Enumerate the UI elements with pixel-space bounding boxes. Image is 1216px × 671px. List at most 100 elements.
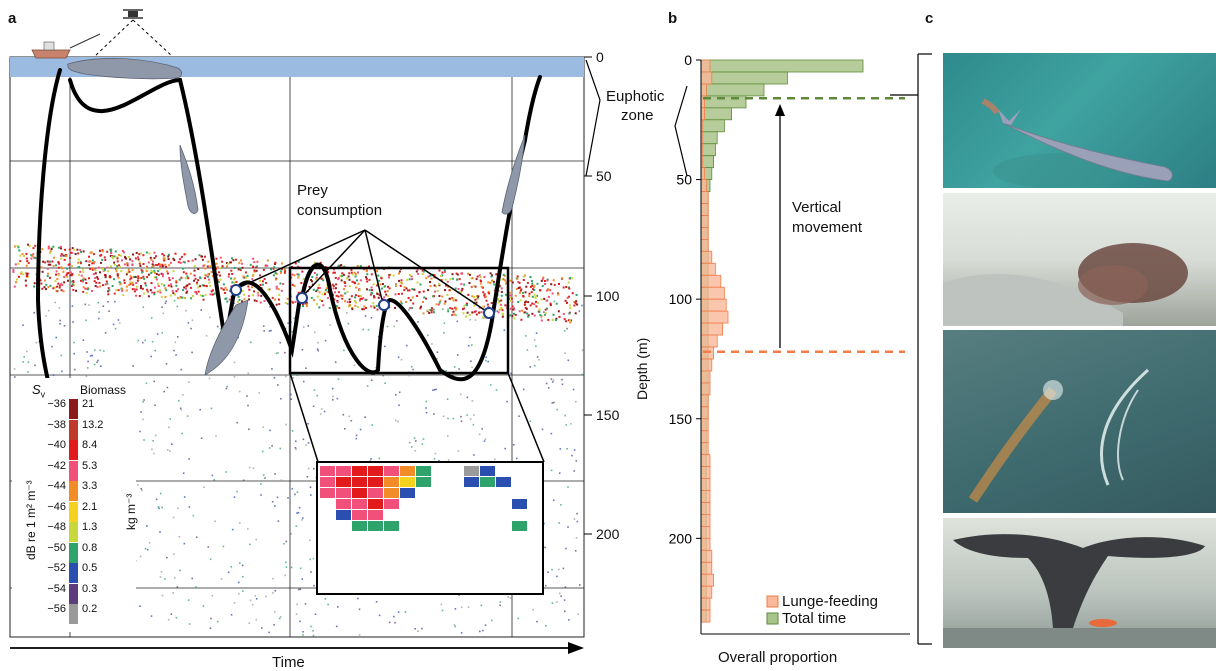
depth-tick-100: 100 (596, 288, 620, 304)
noise-speckle (398, 391, 401, 394)
prey-speckle (77, 261, 79, 264)
prey-speckle (361, 308, 364, 311)
noise-speckle (536, 356, 539, 358)
prey-speckle (56, 285, 58, 288)
prey-speckle (542, 276, 545, 279)
noise-speckle (550, 469, 553, 472)
noise-speckle (161, 306, 163, 308)
histogram-euphotic-brace (674, 85, 688, 177)
noise-speckle (469, 318, 471, 321)
prey-speckle (248, 288, 251, 291)
prey-speckle (60, 266, 63, 269)
noise-speckle (274, 505, 276, 507)
noise-speckle (355, 437, 358, 440)
lunge-feeding-bar (700, 358, 713, 372)
prey-speckle (218, 271, 221, 274)
noise-speckle (306, 476, 309, 478)
prey-speckle (171, 277, 174, 280)
noise-speckle (432, 389, 434, 391)
prey-speckle (313, 299, 315, 302)
noise-speckle (575, 303, 577, 305)
noise-speckle (561, 378, 563, 381)
prey-speckle (346, 277, 348, 280)
inset-cells (320, 466, 527, 531)
noise-speckle (72, 321, 74, 323)
prey-speckle (231, 257, 233, 260)
noise-speckle (483, 440, 486, 442)
prey-speckle (78, 273, 80, 276)
prey-speckle (462, 312, 465, 315)
biomass-value-label: 1.3 (82, 521, 98, 533)
prey-speckle (421, 273, 424, 275)
prey-speckle (532, 288, 534, 291)
prey-speckle (49, 250, 52, 253)
prey-speckle (243, 298, 246, 301)
noise-speckle (489, 384, 492, 386)
inset-cell (512, 521, 527, 531)
prey-speckle (162, 257, 165, 260)
noise-speckle (187, 599, 190, 601)
prey-speckle (509, 314, 512, 317)
prey-speckle (554, 319, 557, 322)
prey-speckle (184, 277, 187, 280)
biomass-value-label: 0.2 (82, 603, 98, 615)
prey-speckle (62, 290, 65, 293)
noise-speckle (512, 444, 515, 446)
prey-speckle (242, 276, 245, 279)
noise-speckle (302, 438, 305, 441)
prey-speckle (543, 280, 546, 282)
noise-speckle (499, 601, 502, 603)
prey-speckle (265, 281, 267, 284)
colorbar-swatch (69, 440, 78, 460)
prey-speckle (362, 297, 365, 300)
lunge-feeding-bar (700, 382, 711, 396)
prey-speckle (58, 284, 61, 287)
prey-speckle (347, 275, 350, 278)
noise-speckle (317, 341, 319, 344)
histogram-bars (700, 59, 864, 623)
noise-speckle (153, 452, 155, 455)
prey-speckle (226, 288, 228, 291)
noise-speckle (191, 319, 194, 322)
prey-speckle (481, 286, 484, 289)
prey-speckle (545, 307, 548, 310)
prey-speckle (409, 299, 412, 302)
prey-speckle (137, 275, 140, 278)
legend-lunge-swatch (766, 595, 779, 608)
noise-speckle (404, 611, 407, 613)
euphotic-brace (585, 59, 601, 177)
prey-speckle (111, 257, 114, 260)
prey-speckle (102, 268, 104, 270)
noise-speckle (466, 396, 469, 399)
prey-speckle (155, 255, 157, 258)
prey-speckle (182, 271, 185, 274)
legend-total-label: Total time (782, 610, 847, 627)
prey-speckle (416, 295, 419, 297)
prey-speckle (92, 262, 95, 265)
noise-speckle (255, 538, 257, 541)
prey-speckle (435, 303, 438, 306)
prey-speckle (64, 254, 67, 256)
prey-speckle (320, 277, 323, 280)
prey-speckle (514, 294, 517, 297)
prey-speckle (486, 303, 489, 306)
prey-speckle (278, 303, 281, 306)
noise-speckle (262, 325, 265, 327)
noise-speckle (225, 471, 227, 473)
prey-speckle (497, 311, 500, 314)
noise-speckle (14, 376, 16, 378)
prey-speckle (460, 272, 463, 275)
inset-cell (352, 488, 367, 498)
noise-speckle (200, 309, 202, 311)
prey-speckle (70, 274, 73, 277)
prey-speckle (411, 296, 414, 299)
noise-speckle (187, 322, 190, 324)
prey-speckle (69, 256, 71, 259)
noise-speckle (261, 450, 264, 453)
prey-speckle (110, 248, 113, 251)
noise-speckle (27, 361, 30, 364)
prey-speckle (332, 287, 335, 290)
prey-speckle (23, 255, 25, 257)
noise-speckle (153, 380, 155, 383)
prey-speckle (500, 294, 503, 297)
